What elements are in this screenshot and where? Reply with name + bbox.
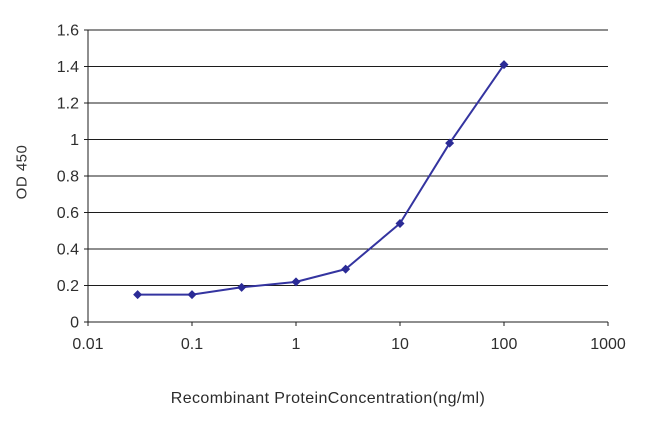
y-tick-label: 1.6 bbox=[57, 23, 79, 40]
data-point-marker bbox=[133, 290, 143, 300]
data-point-marker bbox=[341, 264, 351, 274]
y-tick-label: 1.4 bbox=[57, 59, 79, 76]
y-tick-label: 1 bbox=[70, 132, 79, 149]
data-point-marker bbox=[395, 218, 405, 228]
y-tick-label: 0.4 bbox=[57, 242, 79, 259]
data-line bbox=[137, 64, 505, 296]
y-tick-label: 0.8 bbox=[57, 169, 79, 186]
y-tick-label: 0 bbox=[70, 315, 79, 332]
y-tick-label: 1.2 bbox=[57, 96, 79, 113]
data-point-marker bbox=[187, 290, 197, 300]
y-axis-label: OD 450 bbox=[13, 144, 31, 200]
x-tick-label: 0.01 bbox=[72, 336, 103, 353]
x-tick-label: 1000 bbox=[590, 336, 626, 353]
data-point-marker bbox=[291, 277, 301, 287]
x-tick-label: 100 bbox=[491, 336, 518, 353]
x-tick-label: 10 bbox=[391, 336, 409, 353]
x-axis-label: Recombinant ProteinConcentration(ng/ml) bbox=[170, 390, 486, 407]
x-tick-label: 0.1 bbox=[181, 336, 203, 353]
data-point-marker bbox=[499, 60, 509, 70]
data-point-marker bbox=[237, 282, 247, 292]
x-tick-label: 1 bbox=[292, 336, 301, 353]
y-tick-label: 0.2 bbox=[57, 278, 79, 295]
y-tick-label: 0.6 bbox=[57, 205, 79, 222]
data-point-marker bbox=[445, 138, 455, 148]
